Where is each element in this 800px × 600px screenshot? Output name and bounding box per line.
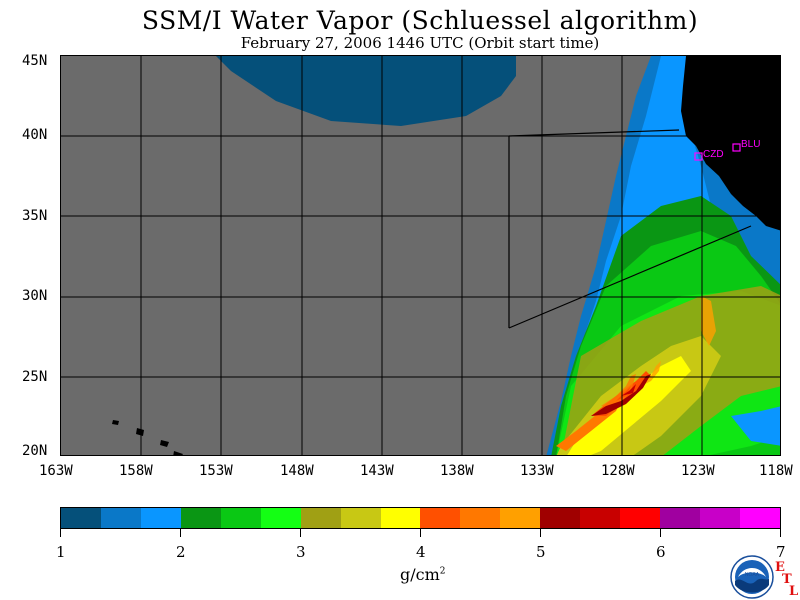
colorbar-tick-line: [780, 529, 781, 537]
lon-label-158w: 158W: [119, 463, 153, 479]
colorbar-swatch: [700, 508, 740, 528]
colorbar-swatch: [61, 508, 101, 528]
land-mass: [681, 56, 780, 231]
colorbar-swatch: [100, 508, 141, 528]
lon-label-153w: 153W: [199, 463, 233, 479]
lon-label-138w: 138W: [440, 463, 474, 479]
colorbar-swatch: [540, 508, 581, 528]
station-blu[interactable]: BLU: [732, 139, 760, 152]
island-maui: [160, 440, 169, 447]
colorbar-swatch: [180, 508, 221, 528]
colorbar-swatch: [340, 508, 381, 528]
lat-label-25n: 25N: [22, 369, 48, 385]
station-czd[interactable]: CZD: [694, 149, 724, 161]
unit-text: g/cm: [400, 565, 440, 584]
colorbar-label-6: 6: [656, 543, 666, 561]
swath-yellow: [567, 356, 691, 455]
colorbar-label-3: 3: [296, 543, 306, 561]
colorbar-label-2: 2: [176, 543, 186, 561]
colorbar-tick-line: [180, 529, 181, 537]
unit-exponent: 2: [439, 566, 446, 577]
graticule: [61, 56, 780, 455]
colorbar-swatch: [460, 508, 501, 528]
chart-subtitle: February 27, 2006 1446 UTC (Orbit start …: [240, 34, 600, 52]
colorbar-swatch: [220, 508, 261, 528]
station-blu-label: BLU: [741, 139, 760, 150]
lat-label-20n: 20N: [22, 443, 48, 459]
lat-label-40n: 40N: [22, 127, 48, 143]
logo-text: NOAA: [745, 572, 760, 578]
water-vapor-map[interactable]: CZD BLU: [60, 55, 781, 456]
island-oahu: [136, 428, 144, 436]
noaa-logo-icon: NOAA: [730, 555, 774, 599]
lon-label-128w: 128W: [601, 463, 635, 479]
colorbar-swatch: [739, 508, 780, 528]
colorbar-tick-line: [660, 529, 661, 537]
colorbar-swatch: [500, 508, 541, 528]
colorbar-swatch: [380, 508, 421, 528]
lon-label-118w: 118W: [759, 463, 793, 479]
lon-label-133w: 133W: [520, 463, 554, 479]
swath-orange-patch: [701, 296, 716, 346]
lat-label-35n: 35N: [22, 208, 48, 224]
etl-letter-l: L: [789, 584, 799, 599]
colorbar-swatch: [420, 508, 461, 528]
lat-label-30n: 30N: [22, 288, 48, 304]
colorbar-label-5: 5: [536, 543, 546, 561]
colorbar-swatch: [580, 508, 621, 528]
colorbar-swatch: [140, 508, 181, 528]
lon-label-143w: 143W: [360, 463, 394, 479]
lat-label-45n: 45N: [22, 53, 48, 69]
colorbar-tick-line: [300, 529, 301, 537]
colorbar-unit: g/cm2: [400, 565, 446, 584]
colorbar-label-7: 7: [776, 543, 786, 561]
colorbar-swatch: [300, 508, 341, 528]
colorbar-swatch: [260, 508, 301, 528]
colorbar: [60, 507, 781, 529]
map-canvas: CZD BLU: [61, 56, 780, 455]
colorbar-swatch: [620, 508, 661, 528]
swath-dark-red: [591, 374, 651, 416]
colorbar-label-4: 4: [416, 543, 426, 561]
chart-title: SSM/I Water Vapor (Schluessel algorithm): [141, 6, 699, 35]
northern-swath: [216, 56, 516, 126]
colorbar-tick-line: [540, 529, 541, 537]
island-kauai: [112, 420, 119, 425]
station-czd-label: CZD: [703, 149, 724, 160]
analysis-sector: [508, 129, 752, 329]
island-hawaii: [173, 451, 183, 455]
colorbar-swatch: [660, 508, 700, 528]
lon-label-163w: 163W: [39, 463, 73, 479]
colorbar-tick-line: [60, 529, 61, 537]
etl-letter-e: E: [775, 560, 785, 575]
etl-letter-t: T: [782, 572, 792, 587]
lon-label-123w: 123W: [681, 463, 715, 479]
swath-blue-south: [731, 406, 780, 446]
colorbar-label-1: 1: [56, 543, 66, 561]
lon-label-148w: 148W: [280, 463, 314, 479]
colorbar-tick-line: [420, 529, 421, 537]
